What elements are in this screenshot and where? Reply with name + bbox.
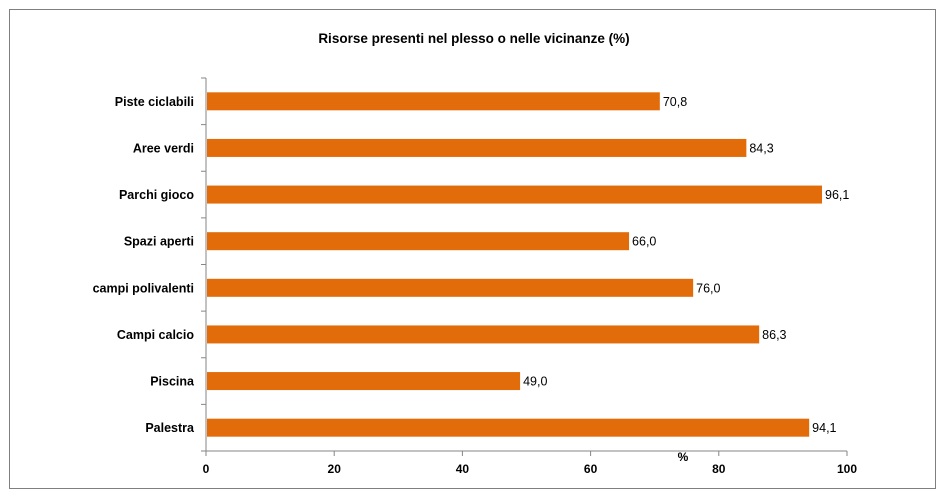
category-label: Piste ciclabili	[115, 95, 194, 109]
category-label: Parchi gioco	[119, 188, 194, 202]
category-label: campi polivalenti	[93, 281, 194, 295]
x-tick-label: 20	[328, 462, 342, 476]
category-label: Aree verdi	[133, 141, 194, 155]
bar	[207, 185, 823, 204]
category-label: Campi calcio	[117, 328, 194, 342]
bar	[207, 418, 810, 437]
chart-title: Risorse presenti nel plesso o nelle vici…	[318, 31, 630, 46]
bar	[207, 92, 660, 111]
data-label: 96,1	[825, 188, 849, 202]
data-label: 66,0	[632, 235, 656, 249]
bar	[207, 278, 694, 297]
x-tick-label: 40	[456, 462, 470, 476]
bar	[207, 232, 630, 251]
data-label: 94,1	[812, 421, 836, 435]
data-label: 76,0	[696, 281, 720, 295]
bar-chart: 0 20 40 60 80 100 Piste ciclabili 70,8 Aree verd…	[93, 77, 857, 476]
x-tick-label: 80	[712, 462, 726, 476]
bar	[207, 325, 760, 344]
data-label: 86,3	[762, 328, 786, 342]
bar	[207, 372, 521, 391]
x-tick-label: 0	[203, 462, 210, 476]
category-label: Spazi aperti	[124, 235, 194, 249]
data-label: 70,8	[663, 95, 687, 109]
x-tick-label: 60	[584, 462, 598, 476]
data-label: 49,0	[523, 375, 547, 389]
bar	[207, 138, 747, 157]
category-label: Palestra	[145, 421, 195, 435]
x-tick-label: 100	[837, 462, 857, 476]
x-axis-title: %	[678, 450, 689, 464]
category-label: Piscina	[150, 375, 195, 389]
data-label: 84,3	[749, 141, 773, 155]
